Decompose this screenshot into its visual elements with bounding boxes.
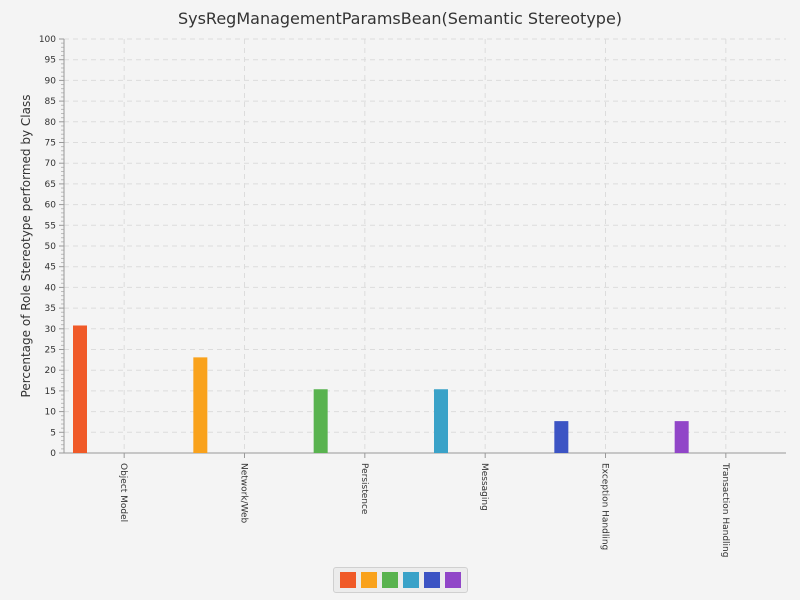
y-tick-label: 90 — [45, 76, 57, 86]
legend-swatch — [403, 572, 419, 588]
chart-title: SysRegManagementParamsBean(Semantic Ster… — [178, 9, 622, 28]
x-tick-label: Network/Web — [239, 463, 249, 524]
y-tick-label: 55 — [45, 221, 56, 231]
y-tick-label: 15 — [45, 387, 56, 397]
legend-swatch — [382, 572, 398, 588]
y-tick-label: 45 — [45, 263, 56, 273]
bar — [674, 421, 689, 453]
legend-swatch — [340, 572, 356, 588]
y-tick-label: 100 — [39, 35, 56, 45]
y-tick-label: 60 — [45, 201, 57, 211]
y-tick-label: 0 — [50, 449, 56, 459]
y-tick-label: 20 — [45, 366, 57, 376]
x-tick-label: Persistence — [359, 463, 369, 515]
y-tick-label: 85 — [45, 97, 56, 107]
y-tick-label: 50 — [45, 242, 57, 252]
y-tick-label: 40 — [45, 283, 57, 293]
bar — [313, 389, 328, 453]
bars — [73, 325, 689, 453]
legend-swatch — [361, 572, 377, 588]
legend-swatch — [424, 572, 440, 588]
legend-swatch — [445, 572, 461, 588]
y-axis-label: Percentage of Role Stereotype performed … — [19, 95, 33, 398]
bar — [193, 357, 208, 453]
y-tick-label: 75 — [45, 139, 56, 149]
x-tick-label: Object Model — [118, 463, 128, 522]
bar — [73, 325, 87, 453]
y-tick-label: 35 — [45, 304, 56, 314]
y-tick-label: 70 — [45, 159, 57, 169]
y-tick-label: 95 — [45, 56, 56, 66]
y-tick-label: 65 — [45, 180, 56, 190]
y-tick-label: 25 — [45, 346, 56, 356]
y-tick-label: 5 — [50, 428, 56, 438]
x-tick-label: Exception Handling — [600, 463, 610, 550]
y-tick-label: 30 — [45, 325, 57, 335]
bar — [554, 421, 569, 453]
labels: 0 5 10 15 20 25 30 35 40 45 50 55 60 65 70 75 80 85 90 95 10… — [39, 35, 730, 557]
grid-lines — [64, 38, 786, 453]
chart-legend — [333, 567, 468, 593]
axes — [59, 38, 786, 458]
x-tick-label: Messaging — [479, 463, 489, 511]
y-tick-label: 10 — [45, 408, 57, 418]
y-tick-label: 80 — [45, 118, 57, 128]
bar — [434, 389, 448, 453]
x-tick-label: Transaction Handling — [720, 462, 730, 557]
